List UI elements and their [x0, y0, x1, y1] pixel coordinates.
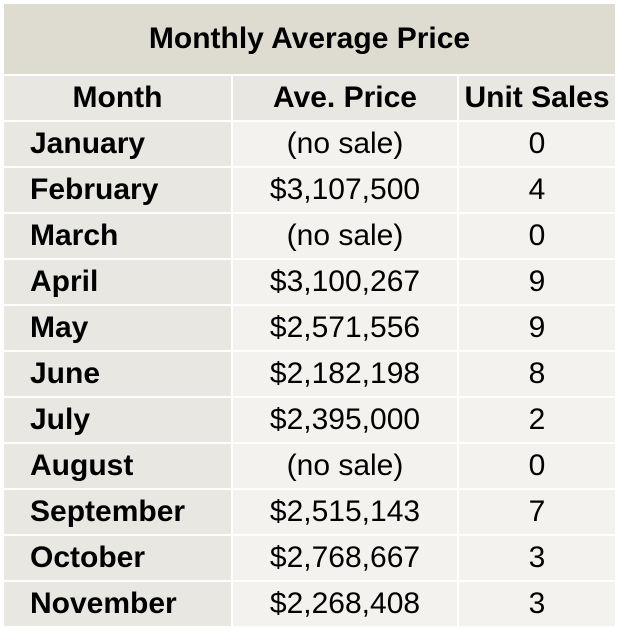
table-row: July $2,395,000 2	[4, 398, 615, 442]
header-month: Month	[4, 76, 231, 120]
units-cell: 0	[459, 122, 615, 166]
price-cell: $2,571,556	[233, 306, 457, 350]
units-cell: 3	[459, 582, 615, 626]
month-cell: February	[4, 168, 231, 212]
table-row: February $3,107,500 4	[4, 168, 615, 212]
table-title: Monthly Average Price	[4, 4, 615, 74]
table-row: October $2,768,667 3	[4, 536, 615, 580]
month-cell: November	[4, 582, 231, 626]
table-row: August (no sale) 0	[4, 444, 615, 488]
units-cell: 3	[459, 536, 615, 580]
price-cell: $3,107,500	[233, 168, 457, 212]
month-cell: August	[4, 444, 231, 488]
price-cell: $2,268,408	[233, 582, 457, 626]
month-cell: June	[4, 352, 231, 396]
header-units: Unit Sales	[459, 76, 615, 120]
table-row: November $2,268,408 3	[4, 582, 615, 626]
table-row: March (no sale) 0	[4, 214, 615, 258]
units-cell: 7	[459, 490, 615, 534]
units-cell: 9	[459, 306, 615, 350]
price-cell: $2,182,198	[233, 352, 457, 396]
units-cell: 4	[459, 168, 615, 212]
header-row: Month Ave. Price Unit Sales	[4, 76, 615, 120]
table-grid: Month Ave. Price Unit Sales January (no s…	[4, 76, 615, 628]
units-cell: 8	[459, 352, 615, 396]
month-cell: May	[4, 306, 231, 350]
table-row: May $2,571,556 9	[4, 306, 615, 350]
table-row: September $2,515,143 7	[4, 490, 615, 534]
units-cell: 0	[459, 444, 615, 488]
header-price: Ave. Price	[233, 76, 457, 120]
month-cell: July	[4, 398, 231, 442]
units-cell: 9	[459, 260, 615, 304]
price-cell: (no sale)	[233, 444, 457, 488]
price-cell: (no sale)	[233, 214, 457, 258]
month-cell: March	[4, 214, 231, 258]
price-cell: (no sale)	[233, 122, 457, 166]
month-cell: April	[4, 260, 231, 304]
price-cell: $2,395,000	[233, 398, 457, 442]
month-cell: January	[4, 122, 231, 166]
month-cell: October	[4, 536, 231, 580]
price-cell: $2,515,143	[233, 490, 457, 534]
table-row: April $3,100,267 9	[4, 260, 615, 304]
table-row: January (no sale) 0	[4, 122, 615, 166]
units-cell: 2	[459, 398, 615, 442]
table-row: June $2,182,198 8	[4, 352, 615, 396]
price-cell: $3,100,267	[233, 260, 457, 304]
price-cell: $2,768,667	[233, 536, 457, 580]
units-cell: 0	[459, 214, 615, 258]
month-cell: September	[4, 490, 231, 534]
